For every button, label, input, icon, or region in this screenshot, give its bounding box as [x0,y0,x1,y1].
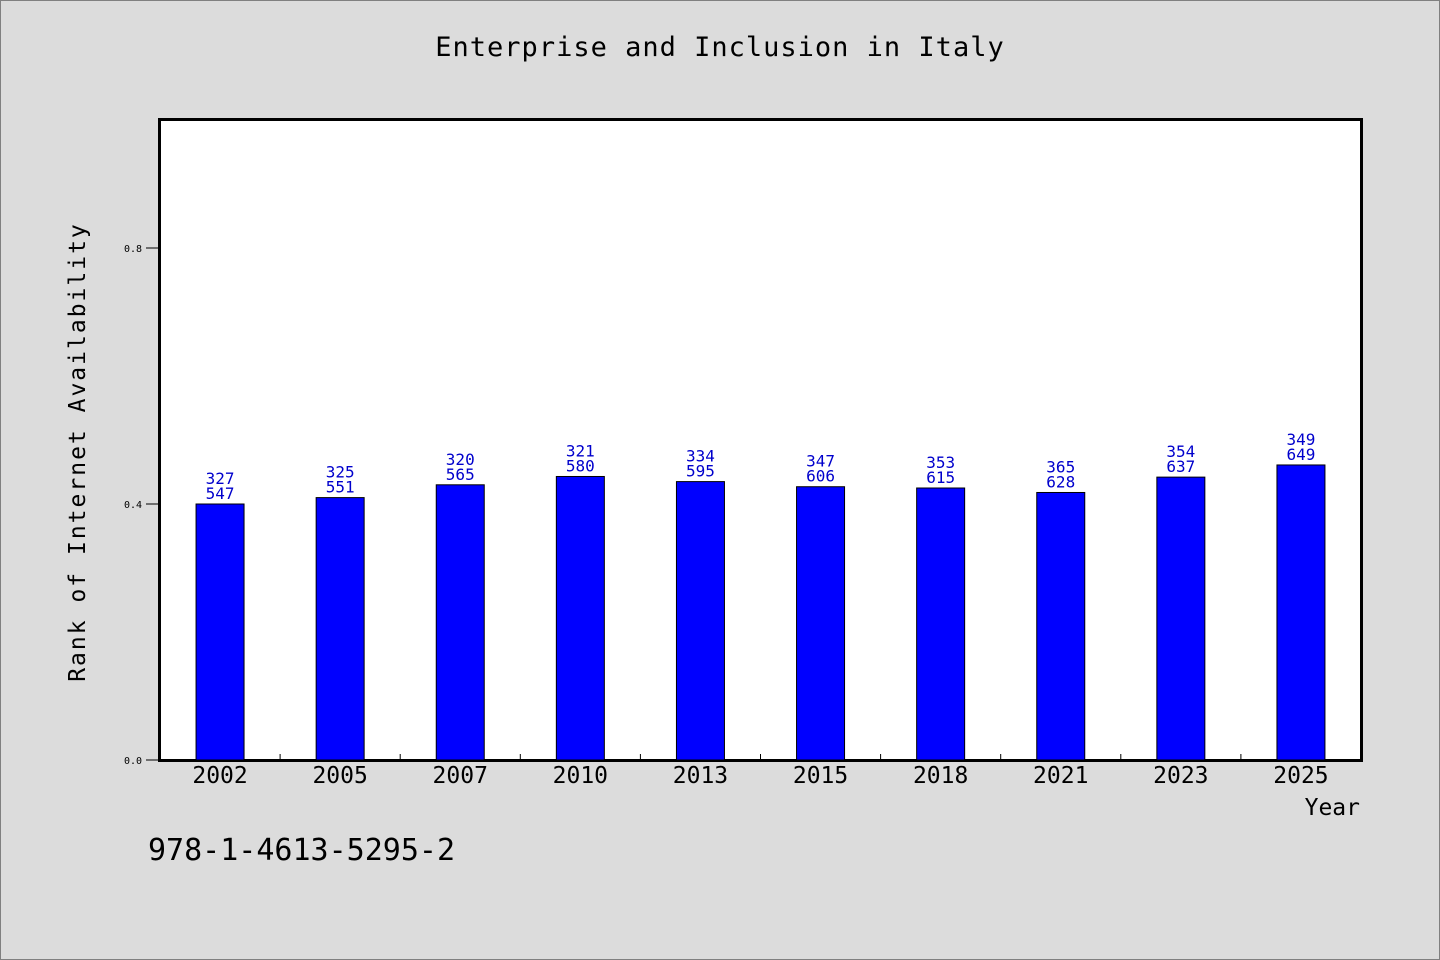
bar-data-label-top: 325 [326,463,355,482]
bar [675,481,725,761]
x-tick-label: 2021 [1033,763,1088,789]
y-tick-label: 0.8 [124,244,142,255]
bar [315,497,365,761]
bar-data-label-top: 334 [686,447,715,466]
bar [796,486,846,761]
y-tick-label: 0.0 [124,756,142,767]
bar-data-label-bottom: 565 [446,465,475,484]
bar-data-label-bottom: 615 [926,468,955,487]
bar [916,487,966,761]
bar-data-label-top: 347 [806,452,835,471]
bar-data-label-bottom: 606 [806,467,835,486]
x-tick-label: 2015 [793,763,848,789]
x-tick-label: 2010 [553,763,608,789]
bar-data-label-top: 327 [206,469,235,488]
bar-data-label-bottom: 637 [1166,457,1195,476]
bar-data-label-top: 365 [1046,457,1075,476]
bar-data-label-bottom: 649 [1286,445,1315,464]
bar [435,484,485,761]
x-tick-label: 2013 [673,763,728,789]
bar-data-label-bottom: 547 [206,484,235,503]
bar [1276,464,1326,761]
bar-data-label-bottom: 628 [1046,472,1075,491]
bar-data-label-top: 353 [926,453,955,472]
x-tick-label: 2025 [1273,763,1328,789]
isbn-annotation: 978-1-4613-5295-2 [148,833,456,868]
y-tick-label: 0.4 [124,500,142,511]
bar-data-label-top: 349 [1286,430,1315,449]
bar-data-label-bottom: 551 [326,478,355,497]
bar-data-label-bottom: 580 [566,456,595,475]
bar [1156,476,1206,761]
bar [195,503,245,761]
bar-data-label-top: 321 [566,441,595,460]
x-tick-label: 2005 [312,763,367,789]
bar-data-label-bottom: 595 [686,462,715,481]
bar [1036,491,1086,761]
x-tick-label: 2007 [433,763,488,789]
x-tick-label: 2018 [913,763,968,789]
bar [555,475,605,761]
x-tick-label: 2023 [1153,763,1208,789]
bar-data-label-top: 320 [446,450,475,469]
chart-title: Enterprise and Inclusion in Italy [435,32,1005,63]
bar-data-label-top: 354 [1166,442,1195,461]
x-axis-label: Year [1304,795,1360,821]
x-tick-label: 2002 [192,763,247,789]
